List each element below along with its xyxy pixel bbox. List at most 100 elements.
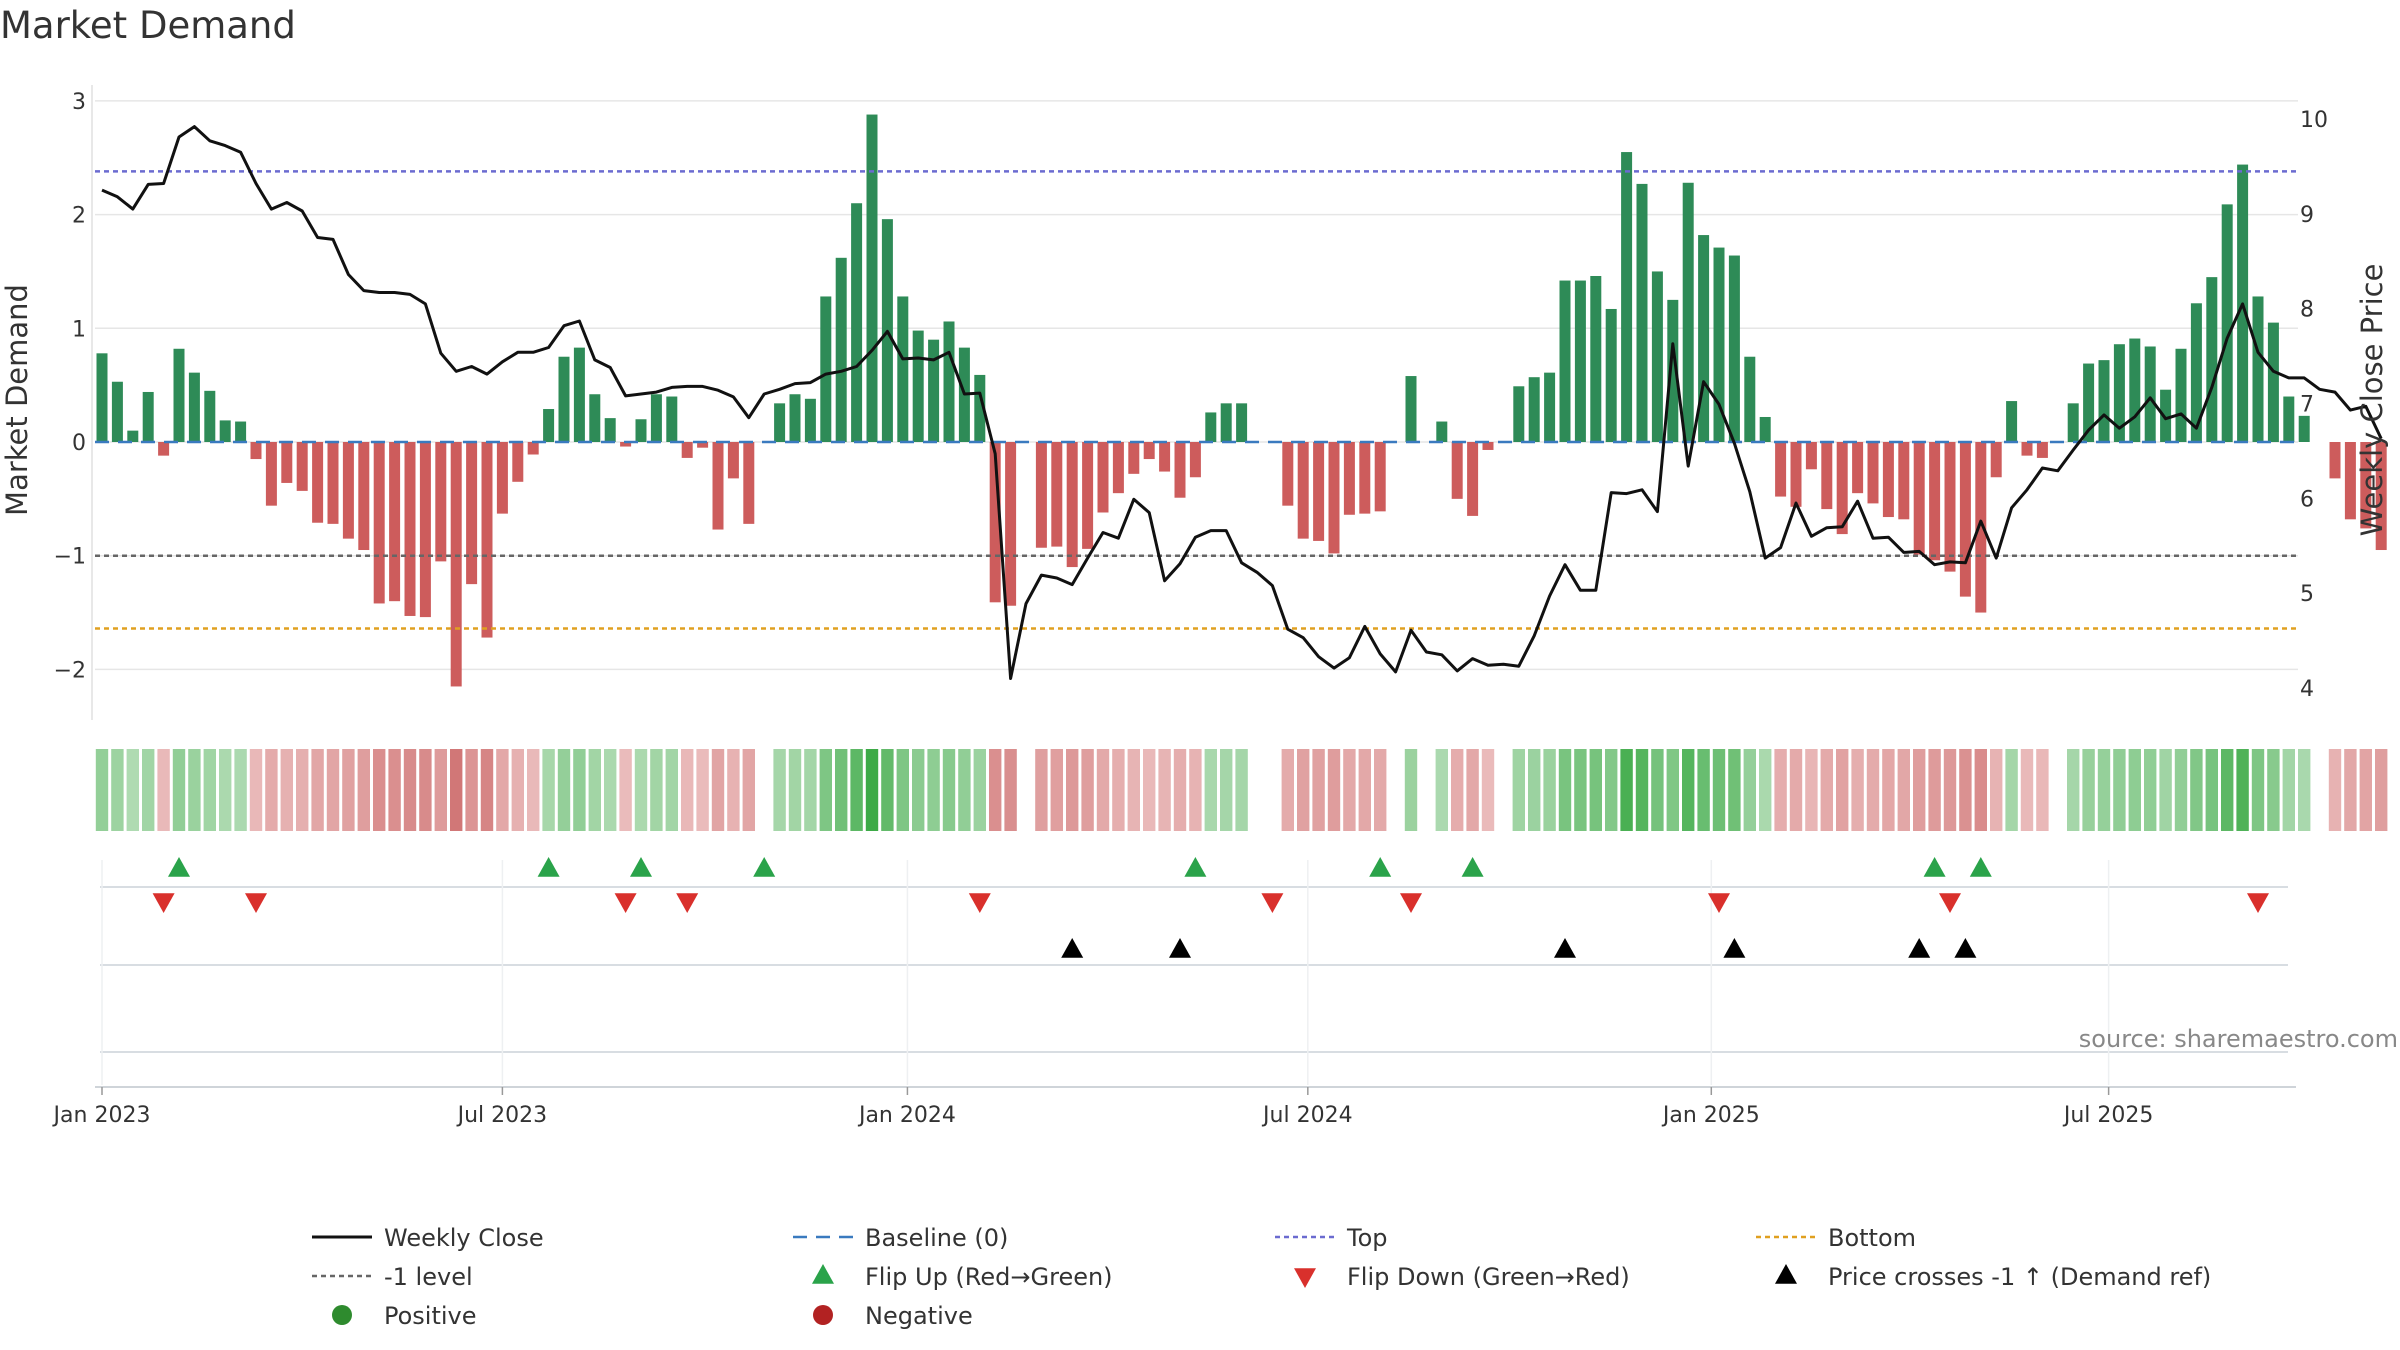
heat-cell xyxy=(511,749,524,831)
demand-bar xyxy=(2298,415,2310,442)
demand-bar xyxy=(2036,442,2048,458)
heat-cell xyxy=(1543,749,1556,831)
demand-bar xyxy=(1990,442,2002,478)
legend-label: Baseline (0) xyxy=(865,1224,1008,1252)
demand-bar xyxy=(1929,442,1941,561)
demand-bar xyxy=(111,381,123,442)
price-cross-marker xyxy=(1908,938,1931,958)
demand-bar xyxy=(1143,442,1155,460)
heat-cell xyxy=(835,749,848,831)
demand-bar xyxy=(1544,372,1556,442)
demand-bar xyxy=(1051,442,1063,547)
price-cross-marker xyxy=(1723,938,1746,958)
heat-cell xyxy=(311,749,324,831)
heat-cell xyxy=(1374,749,1387,831)
demand-bar xyxy=(1513,386,1525,442)
flip-down-marker xyxy=(1261,893,1284,913)
heat-cell xyxy=(1158,749,1171,831)
heat-cell xyxy=(373,749,386,831)
reference-lines xyxy=(95,170,2298,630)
heat-cell xyxy=(927,749,940,831)
demand-bar xyxy=(912,330,924,442)
heat-cell xyxy=(1220,749,1233,831)
demand-bar xyxy=(358,442,370,551)
price-cross-marker xyxy=(1954,938,1977,958)
demand-bar xyxy=(1821,442,1833,510)
heat-cell xyxy=(342,749,355,831)
demand-bar xyxy=(851,203,863,442)
legend-label: Bottom xyxy=(1828,1224,1916,1252)
heat-cell xyxy=(1866,749,1880,831)
heat-cell xyxy=(711,749,725,831)
chart-title: Market Demand xyxy=(0,4,296,47)
demand-bar xyxy=(928,339,940,442)
demand-bar xyxy=(1651,271,1663,442)
event-markers xyxy=(100,857,2288,1085)
flip-down-marker xyxy=(676,893,699,913)
heat-cell xyxy=(819,749,832,831)
demand-bar xyxy=(2221,204,2233,442)
heat-cell xyxy=(681,749,694,831)
heat-cell xyxy=(2128,749,2141,831)
legend-label: Flip Down (Green→Red) xyxy=(1347,1263,1630,1291)
heat-cell xyxy=(111,749,124,831)
heat-cell xyxy=(1189,749,1202,831)
demand-bar xyxy=(1898,442,1910,520)
price-cross-marker xyxy=(1061,938,1084,958)
heat-cell xyxy=(2113,749,2126,831)
heat-cell xyxy=(1173,749,1187,831)
heat-cell xyxy=(1297,749,1310,831)
heat-cell xyxy=(557,749,571,831)
date-tick-label: Jul 2025 xyxy=(2062,1103,2154,1128)
heat-cell xyxy=(896,749,909,831)
demand-bar xyxy=(2021,442,2033,456)
demand-bar xyxy=(1975,442,1987,613)
heat-cell xyxy=(1851,749,1864,831)
demand-bar xyxy=(327,442,339,524)
heat-cell xyxy=(465,749,478,831)
demand-bar xyxy=(1790,442,1802,507)
heat-cell xyxy=(419,749,432,831)
heat-cell xyxy=(850,749,863,831)
demand-bar xyxy=(1636,183,1648,442)
heat-cell xyxy=(2174,749,2188,831)
demand-bar xyxy=(1189,442,1201,478)
demand-bar xyxy=(2113,344,2125,442)
demand-bar xyxy=(1682,182,1694,442)
demand-bar xyxy=(820,296,832,442)
demand-bar xyxy=(543,409,555,442)
heat-cell xyxy=(1312,749,1325,831)
demand-bar xyxy=(1836,442,1848,535)
y-tick-label: 0 xyxy=(72,431,86,456)
flip-down-marker xyxy=(2247,893,2269,913)
heat-cell xyxy=(1574,749,1587,831)
demand-bar xyxy=(1174,442,1186,498)
demand-bar xyxy=(1559,280,1571,442)
legend: Weekly Close Baseline (0) Top Bottom -1 leve… xyxy=(312,1224,2211,1330)
demand-bar xyxy=(1728,255,1740,442)
heat-cell xyxy=(157,749,170,831)
date-tick-label: Jul 2023 xyxy=(456,1103,548,1128)
demand-bar xyxy=(1698,235,1710,442)
heat-cell xyxy=(542,749,555,831)
demand-bar xyxy=(974,374,986,442)
demand-bar xyxy=(2360,442,2372,529)
demand-bar xyxy=(1867,442,1879,504)
legend-label: Negative xyxy=(865,1302,973,1330)
y2-tick-label: 6 xyxy=(2300,487,2314,512)
demand-bar xyxy=(2206,277,2218,442)
heat-cell xyxy=(172,749,186,831)
legend-swatch xyxy=(1775,1264,1797,1284)
legend-swatch xyxy=(812,1264,834,1284)
demand-bar xyxy=(697,442,709,448)
demand-bar xyxy=(2252,296,2264,442)
heat-cell xyxy=(1528,749,1541,831)
demand-bar xyxy=(127,430,139,442)
demand-bar xyxy=(1944,442,1956,572)
demand-bar xyxy=(496,442,508,514)
heat-cell xyxy=(1743,749,1756,831)
y-tick-label: 1 xyxy=(72,317,86,342)
demand-bar xyxy=(2098,360,2110,442)
demand-bar xyxy=(1374,442,1386,512)
heat-cell xyxy=(865,749,879,831)
